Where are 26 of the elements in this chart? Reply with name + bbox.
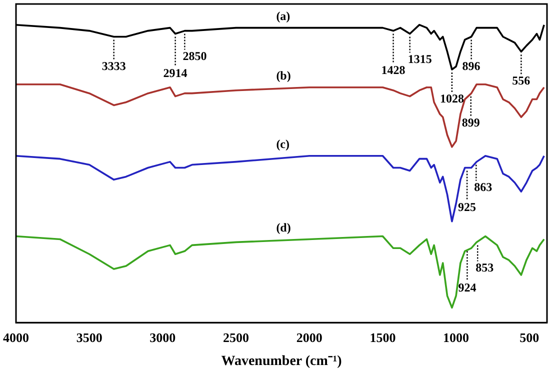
annotation: 896 <box>462 58 480 73</box>
series-label: (d) <box>276 220 291 234</box>
x-tick-label: 4000 <box>3 330 29 345</box>
annotation: 2914 <box>163 66 188 80</box>
x-tick-label: 3500 <box>76 330 102 345</box>
x-tick-label: 2000 <box>296 330 322 345</box>
annotation: 925 <box>458 200 476 214</box>
annotation: 853 <box>476 260 494 274</box>
annotation: 924 <box>458 280 476 294</box>
annotation: 1428 <box>381 62 406 77</box>
annotation: 556 <box>512 74 530 88</box>
x-tick-label: 2500 <box>223 330 250 345</box>
annotation: 2850 <box>182 48 207 63</box>
x-axis-title: Wavenumber (cm⁻¹) <box>221 354 342 370</box>
annotation: 899 <box>462 115 480 130</box>
x-tick-label: 1000 <box>443 330 470 345</box>
annotation: 3333 <box>102 58 126 73</box>
series-label: (c) <box>276 136 290 151</box>
annotation: 1315 <box>408 52 432 66</box>
x-tick-label: 1500 <box>370 330 396 345</box>
annotation: 1028 <box>440 92 464 106</box>
series-label: (b) <box>276 68 291 82</box>
annotation: 863 <box>474 180 492 194</box>
x-tick-label: 3000 <box>150 330 176 345</box>
x-tick-label: 500 <box>520 330 540 345</box>
series-label: (a) <box>276 8 290 23</box>
